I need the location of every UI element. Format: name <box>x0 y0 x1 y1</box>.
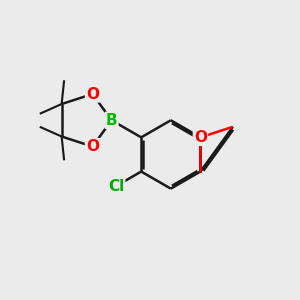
Text: B: B <box>106 113 117 128</box>
Text: O: O <box>86 139 99 154</box>
Text: O: O <box>194 130 207 145</box>
Text: O: O <box>86 86 99 101</box>
Text: Cl: Cl <box>108 178 124 194</box>
